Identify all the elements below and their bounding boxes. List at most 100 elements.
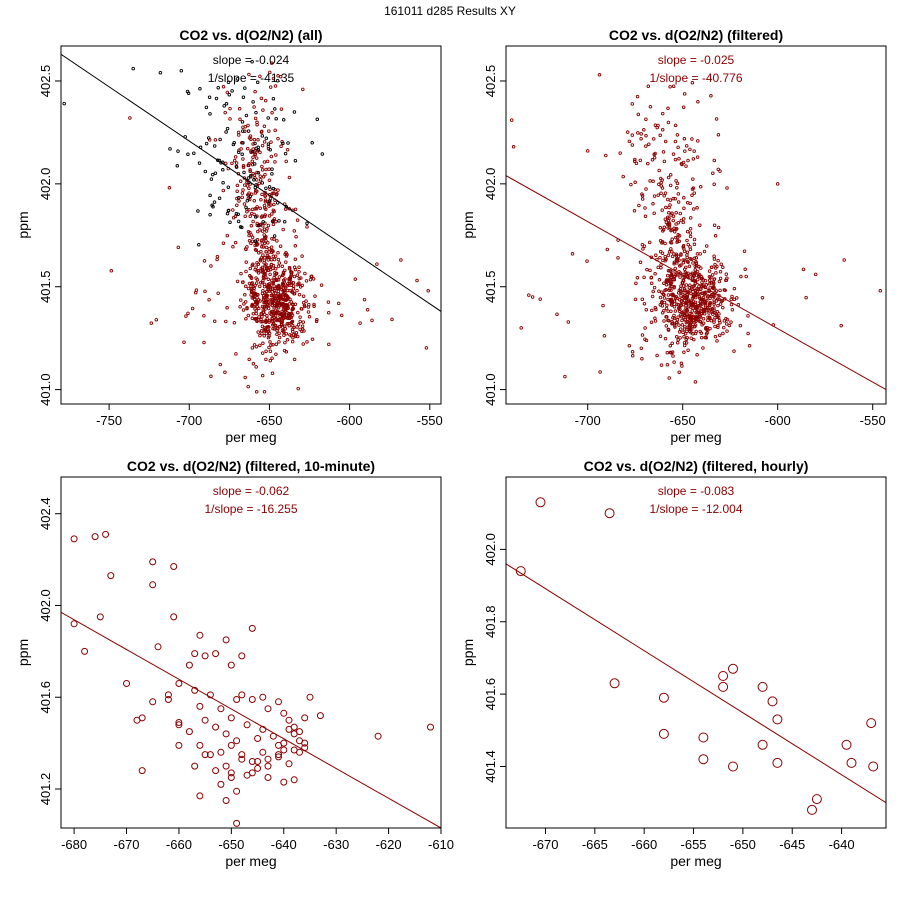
scatter-point	[662, 319, 666, 323]
scatter-point	[700, 280, 704, 284]
y-tick-label: 401.5	[38, 270, 53, 303]
scatter-point	[685, 238, 689, 243]
scatter-point	[217, 780, 225, 788]
scatter-point	[191, 650, 199, 658]
scatter-point	[658, 255, 662, 260]
slope-label: slope = -0.062	[213, 484, 290, 498]
scatter-point-black	[241, 129, 245, 133]
scatter-point	[687, 264, 692, 269]
scatter-point	[193, 290, 198, 295]
scatter-point	[691, 315, 696, 319]
scatter-point	[639, 136, 643, 141]
scatter-point	[184, 314, 188, 318]
scatter-point	[690, 137, 694, 141]
scatter-point	[681, 290, 685, 295]
scatter-point	[291, 284, 296, 288]
scatter-point	[636, 112, 641, 117]
scatter-point	[294, 234, 298, 239]
scatter-point	[657, 289, 661, 294]
scatter-point	[632, 159, 637, 163]
scatter-point	[689, 291, 693, 296]
scatter-point	[280, 312, 284, 316]
scatter-point	[293, 207, 298, 212]
scatter-point	[224, 319, 228, 324]
scatter-point	[285, 297, 289, 301]
scatter-point	[661, 150, 666, 154]
scatter-point	[712, 254, 716, 258]
scatter-point	[269, 293, 273, 298]
scatter-point	[681, 244, 686, 248]
scatter-point	[273, 286, 277, 291]
scatter-point	[689, 257, 694, 262]
scatter-point	[267, 334, 271, 338]
scatter-point	[186, 311, 190, 316]
scatter-point	[260, 192, 264, 197]
scatter-point	[266, 277, 271, 282]
scatter-point	[675, 296, 680, 301]
scatter-point	[243, 300, 248, 304]
scatter-point	[202, 313, 206, 318]
scatter-point	[247, 207, 251, 212]
scatter-point	[277, 335, 282, 340]
scatter-point	[218, 362, 223, 367]
scatter-point-black	[186, 152, 190, 156]
scatter-point	[283, 340, 287, 345]
scatter-point	[234, 352, 238, 356]
scatter-point	[175, 721, 183, 729]
scatter-point	[319, 283, 324, 287]
y-axis-label: ppm	[15, 639, 31, 666]
scatter-point	[732, 297, 737, 302]
x-tick-label: -660	[166, 837, 192, 852]
scatter-point	[203, 169, 208, 174]
scatter-point	[254, 207, 259, 211]
scatter-point	[675, 340, 680, 345]
scatter-point	[667, 216, 671, 221]
x-axis-label: per meg	[225, 853, 276, 869]
scatter-point	[699, 266, 703, 270]
scatter-point	[207, 297, 211, 302]
scatter-point	[679, 299, 684, 304]
scatter-point	[602, 334, 607, 338]
scatter-point	[688, 147, 692, 152]
scatter-point	[739, 274, 743, 279]
scatter-point	[272, 217, 277, 221]
scatter-point	[292, 357, 297, 362]
scatter-point	[272, 327, 277, 331]
scatter-point	[275, 302, 279, 307]
scatter-point-black	[292, 110, 297, 114]
scatter-point	[269, 278, 274, 283]
scatter-point	[244, 260, 248, 264]
scatter-point	[252, 137, 257, 142]
scatter-point	[109, 269, 114, 273]
scatter-point-black	[217, 196, 222, 201]
scatter-point	[251, 219, 255, 224]
scatter-point-black	[207, 95, 212, 99]
scatter-point	[270, 61, 274, 65]
scatter-point	[370, 318, 374, 323]
scatter-point	[107, 572, 115, 580]
plot-title: CO2 vs. d(O2/N2) (filtered, 10-minute)	[127, 458, 375, 474]
scatter-point	[673, 266, 677, 271]
scatter-point	[746, 314, 750, 318]
scatter-point	[300, 329, 304, 334]
scatter-point	[652, 285, 657, 290]
scatter-point	[286, 282, 290, 286]
scatter-point	[842, 258, 846, 262]
scatter-point	[669, 241, 674, 245]
scatter-point	[742, 249, 747, 253]
scatter-point	[263, 98, 268, 103]
scatter-point	[266, 223, 271, 228]
x-tick-label: -610	[428, 837, 454, 852]
scatter-point	[275, 239, 279, 243]
scatter-point	[239, 271, 243, 276]
scatter-point	[685, 255, 689, 260]
scatter-point	[666, 293, 671, 297]
scatter-point	[271, 343, 275, 347]
scatter-point	[712, 318, 716, 322]
scatter-point	[839, 323, 843, 328]
scatter-point	[693, 268, 697, 272]
scatter-point	[266, 328, 271, 333]
scatter-point	[699, 335, 704, 340]
scatter-point	[665, 362, 670, 367]
scatter-point	[262, 284, 267, 289]
